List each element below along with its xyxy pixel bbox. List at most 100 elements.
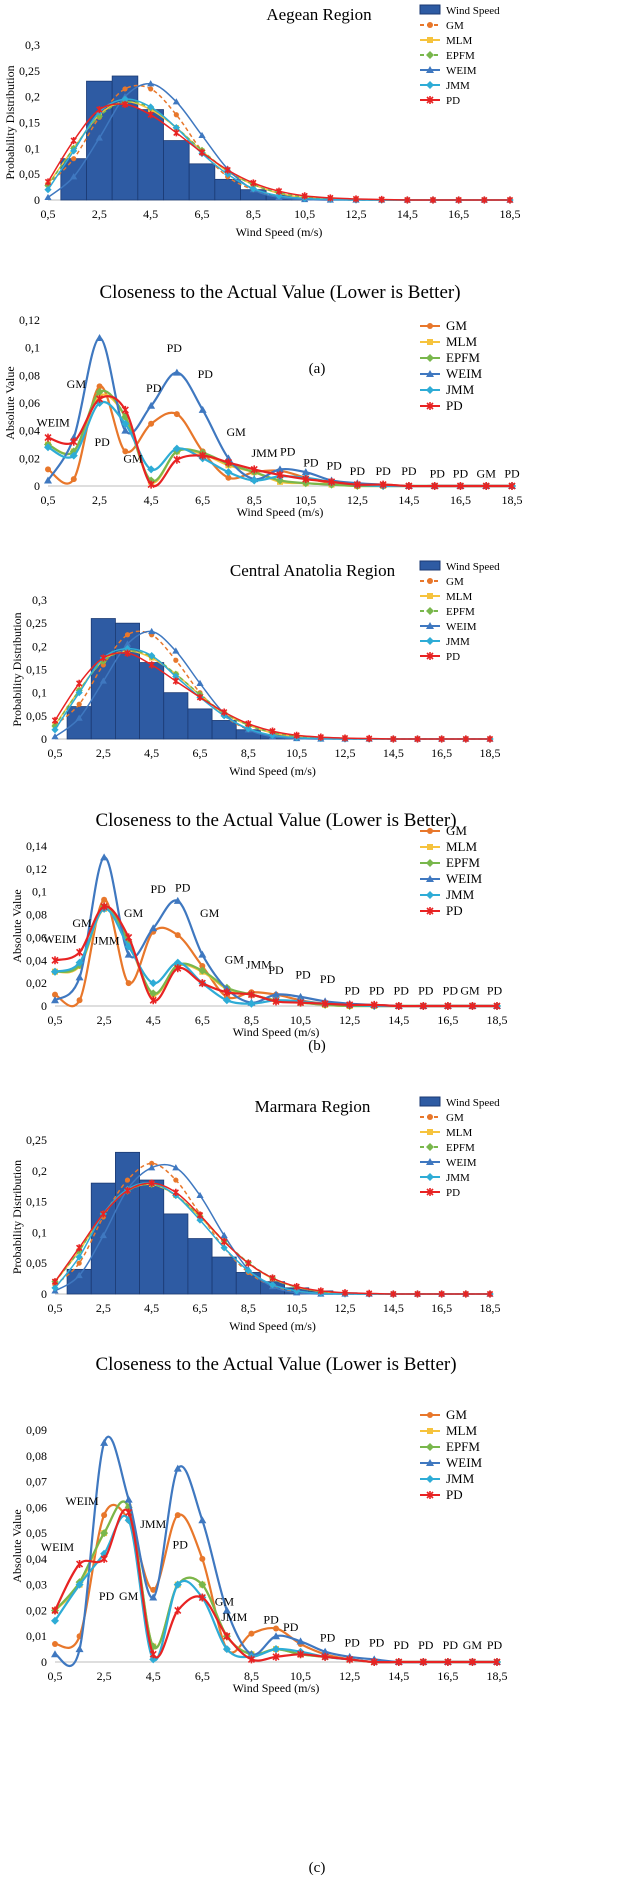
histogram-bar: [66, 706, 92, 740]
annotation-label: PD: [173, 1538, 189, 1552]
annotation-label: GM: [72, 916, 92, 930]
data-point-weim: [296, 1637, 305, 1645]
data-point-pd: [76, 679, 83, 687]
data-point-jmm: [121, 419, 130, 428]
data-point-pd: [506, 196, 514, 204]
data-point-gm: [199, 963, 206, 969]
histogram-bar: [139, 662, 165, 740]
legend-label: JMM: [446, 887, 475, 902]
x-tick-label: 2,5: [92, 493, 107, 507]
legend-marker-jmm: [426, 81, 434, 89]
legend-marker-pd: [426, 402, 434, 410]
data-point-pd: [149, 996, 157, 1005]
legend-marker-epfm: [426, 1143, 434, 1151]
data-point-pd: [147, 480, 155, 489]
x-tick-label: 8,5: [244, 1669, 259, 1683]
data-point-weim: [198, 405, 207, 413]
histogram-bar: [163, 140, 190, 201]
data-point-pd: [245, 1259, 252, 1267]
y-axis-label: Absolute Value: [10, 889, 24, 962]
data-point-pd: [51, 1278, 59, 1286]
legend-label: WEIM: [446, 366, 483, 381]
data-point-gm: [149, 1160, 155, 1167]
chart-panel-4: Closeness to the Actual Value (Lower is …: [10, 810, 508, 1039]
x-tick-label: 18,5: [502, 493, 523, 507]
data-point-jmm: [147, 465, 156, 474]
data-point-jmm: [272, 1645, 280, 1654]
data-point-pd: [455, 196, 462, 204]
data-point-pd: [395, 1658, 403, 1666]
x-tick-label: 4,5: [144, 746, 159, 760]
data-point-weim: [123, 640, 132, 647]
annotation-label: GM: [200, 906, 220, 920]
data-point-gm: [173, 657, 179, 663]
y-tick-label: 0,15: [26, 1195, 47, 1209]
legend-label: WEIM: [446, 621, 477, 633]
data-point-pd: [124, 1186, 131, 1195]
data-point-weim: [296, 992, 305, 1000]
data-point-weim: [51, 1650, 59, 1658]
data-point-pd: [321, 1652, 329, 1661]
data-point-pd: [172, 677, 179, 685]
annotation-label: PD: [453, 467, 469, 481]
data-point-jmm: [244, 725, 252, 733]
data-point-pd: [276, 470, 284, 479]
x-tick-label: 8,5: [241, 1301, 256, 1315]
y-tick-label: 0,08: [19, 368, 40, 382]
data-point-pd: [321, 999, 329, 1008]
y-tick-label: 0,02: [26, 1603, 47, 1617]
data-point-pd: [275, 187, 283, 195]
annotation-label: JMM: [221, 1610, 247, 1624]
legend-label: PD: [446, 95, 460, 107]
x-axis-label: Wind Speed (m/s): [233, 1025, 320, 1039]
x-tick-label: 16,5: [450, 493, 471, 507]
y-tick-label: 0,2: [32, 1164, 47, 1178]
y-tick-label: 0,06: [19, 396, 40, 410]
data-point-gm: [71, 156, 77, 162]
data-point-pd: [100, 1210, 107, 1218]
data-point-pd: [75, 1560, 84, 1569]
legend-label: MLM: [446, 334, 478, 349]
y-axis-label: Absolute Value: [3, 366, 17, 439]
x-tick-label: 4,5: [144, 493, 159, 507]
annotation-label: JMM: [252, 446, 278, 460]
legend-label: EPFM: [446, 855, 480, 870]
data-point-pd: [148, 1179, 155, 1187]
data-point-pd: [352, 195, 360, 203]
data-point-weim: [198, 131, 206, 139]
data-point-pd: [296, 998, 305, 1007]
data-point-jmm: [70, 147, 78, 155]
y-tick-label: 0,2: [25, 90, 40, 104]
data-point-weim: [301, 468, 310, 476]
legend-marker-epfm: [426, 607, 434, 615]
data-point-pd: [486, 1290, 494, 1298]
legend-label: GM: [446, 318, 467, 333]
x-tick-label: 14,5: [383, 746, 404, 760]
x-tick-label: 16,5: [437, 1669, 458, 1683]
data-point-pd: [378, 195, 385, 204]
legend-marker-gm: [427, 828, 433, 834]
x-tick-label: 12,5: [339, 1669, 360, 1683]
data-point-gm: [150, 1586, 157, 1593]
annotation-label: PD: [504, 467, 520, 481]
x-tick-label: 0,5: [48, 746, 63, 760]
data-point-jmm: [121, 95, 129, 103]
annotation-label: PD: [268, 963, 284, 977]
data-point-weim: [70, 173, 78, 180]
legend-label: MLM: [446, 839, 478, 854]
x-tick-label: 10,5: [286, 1301, 307, 1315]
y-tick-label: 0,09: [26, 1423, 47, 1437]
data-point-gm: [173, 1177, 179, 1183]
legend-marker-jmm: [426, 637, 434, 645]
data-point-weim: [147, 401, 156, 409]
data-point-weim: [149, 1593, 158, 1601]
annotation-label: PD: [443, 1638, 459, 1652]
y-tick-label: 0,1: [25, 341, 40, 355]
data-point-jmm: [222, 996, 231, 1005]
data-point-pd: [272, 997, 280, 1006]
data-point-jmm: [172, 444, 181, 453]
legend-label: Wind Speed: [446, 561, 500, 573]
x-tick-label: 2,5: [97, 1669, 112, 1683]
chart-panel-5: Marmara Region 0 0,05 0,1 0,15 0,2 0,25 0,5 2,5 4…: [10, 1096, 501, 1333]
